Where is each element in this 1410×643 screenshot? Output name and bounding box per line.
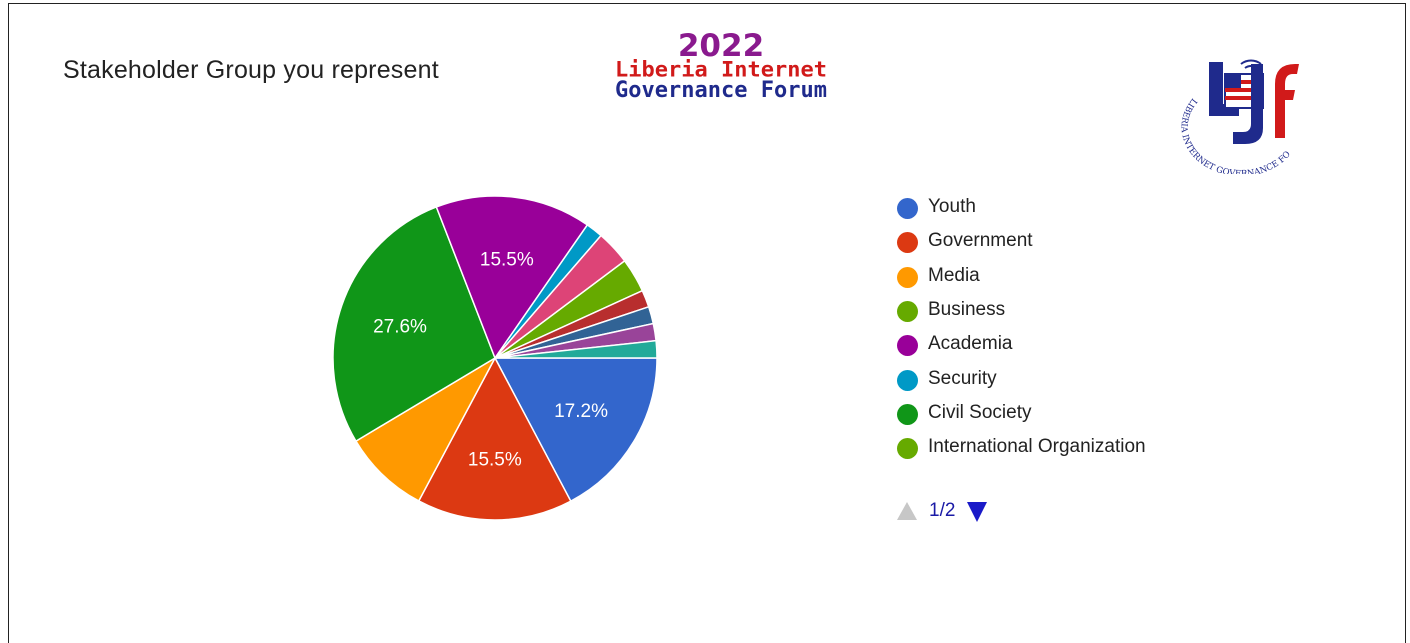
pie-slice-11[interactable] <box>494 339 658 359</box>
legend-label: Government <box>928 230 1033 252</box>
banner-line-2: Liberia Internet <box>615 58 827 83</box>
banner-year: 2022 <box>677 28 765 64</box>
pie-slice-youth[interactable] <box>493 357 658 503</box>
slice-value-label: 15.5% <box>468 449 522 470</box>
legend-swatch-icon <box>897 403 918 425</box>
legend-item[interactable]: Youth <box>897 194 1217 220</box>
legend-item[interactable]: Government <box>897 228 1217 254</box>
legend-swatch-icon <box>897 266 918 288</box>
chart-title: Stakeholder Group you represent <box>63 56 439 84</box>
pie-chart: 17.2% 15.5% 27.6% 15.5% <box>332 195 658 521</box>
legend-label: Academia <box>928 333 1013 355</box>
legend-item[interactable]: International Organization <box>897 434 1217 460</box>
legend-label: Media <box>928 264 980 286</box>
legend-swatch-icon <box>897 232 918 254</box>
legend-item[interactable]: Academia <box>897 331 1217 357</box>
slice-value-label: 27.6% <box>373 316 427 337</box>
legend-item[interactable]: Security <box>897 366 1217 392</box>
legend-swatch-icon <box>897 438 918 460</box>
forum-banner: 2022 Liberia Internet Governance Forum <box>605 30 837 106</box>
legend-label: Youth <box>928 196 976 217</box>
legend-swatch-icon <box>897 198 918 219</box>
legend-label: Security <box>928 367 997 389</box>
banner-line-3: Governance Forum <box>615 78 827 103</box>
pager-label: 1/2 <box>929 500 956 521</box>
legend-swatch-icon <box>897 335 918 357</box>
pie-slice-civil-society[interactable] <box>332 206 496 443</box>
pie-slice-media[interactable] <box>354 355 497 502</box>
legend-pager: 1/2 <box>897 498 1017 524</box>
legend-label: International Organization <box>928 436 1146 458</box>
pie-slice-government[interactable] <box>417 356 572 521</box>
legend-item[interactable]: Media <box>897 263 1217 289</box>
legend-item[interactable]: Business <box>897 297 1217 323</box>
legend-item[interactable]: Civil Society <box>897 400 1217 426</box>
pager-up-icon[interactable] <box>897 502 917 520</box>
pie-slice-academia[interactable] <box>435 195 589 360</box>
legend-label: Business <box>928 298 1006 320</box>
chart-frame: Stakeholder Group you represent 2022 Lib… <box>8 3 1406 643</box>
legend-label: Civil Society <box>928 401 1032 423</box>
ligf-logo: LIBERIA INTERNET GOVERNANCE FORUM <box>1171 54 1299 174</box>
slice-value-label: 17.2% <box>554 401 608 422</box>
pager-down-icon[interactable] <box>967 502 987 522</box>
slice-value-label: 15.5% <box>480 249 534 270</box>
legend-swatch-icon <box>897 300 918 322</box>
legend-swatch-icon <box>897 369 918 391</box>
